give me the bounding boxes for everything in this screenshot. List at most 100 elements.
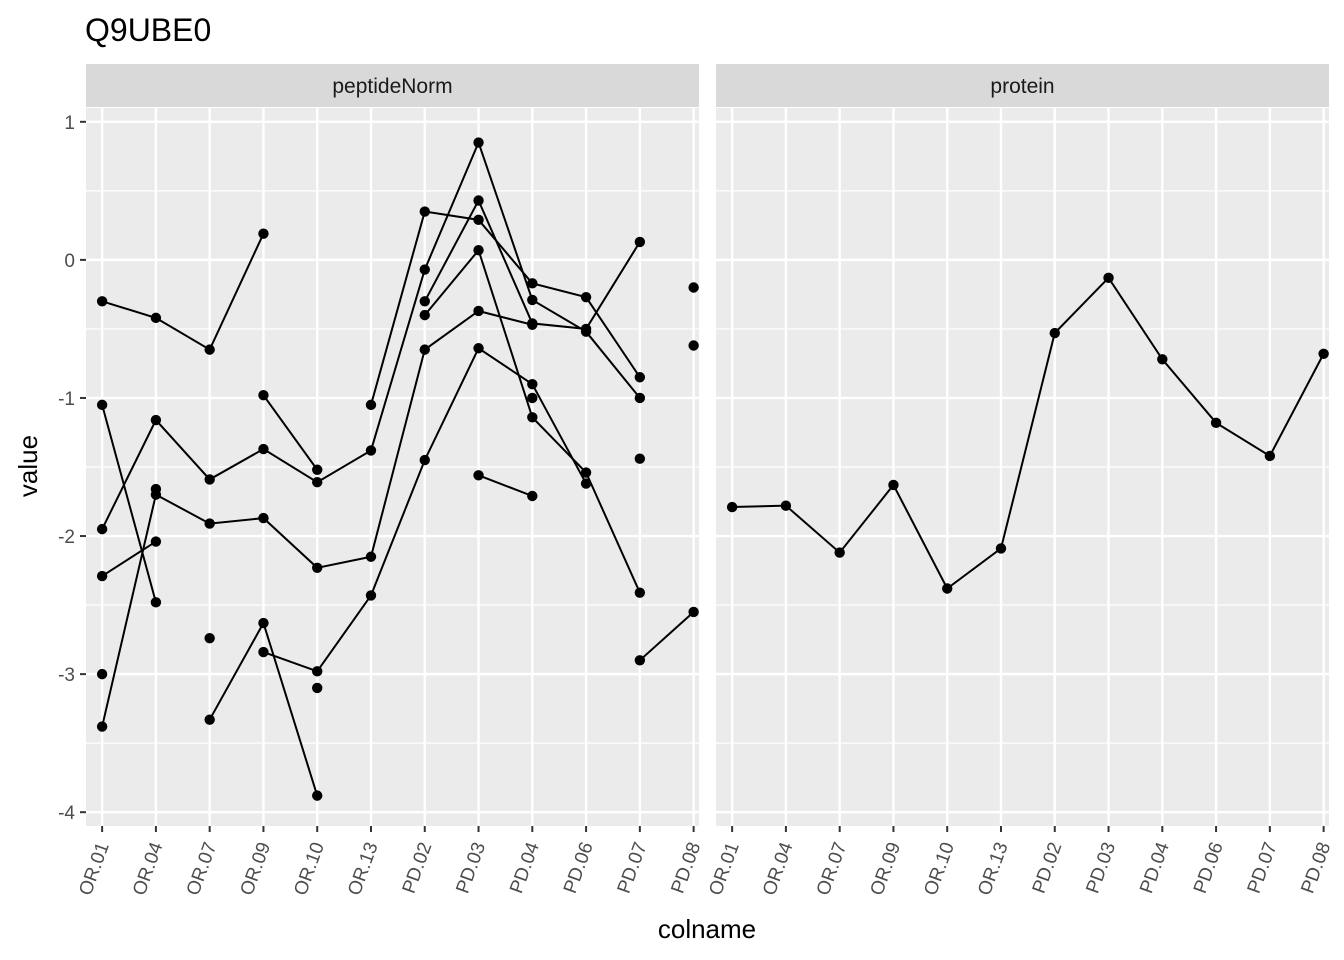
data-point bbox=[527, 412, 538, 423]
series-line bbox=[732, 276, 1325, 591]
x-tick-label: PD.06 bbox=[560, 840, 598, 897]
x-tick-label: PD.06 bbox=[1190, 840, 1228, 897]
series bbox=[527, 392, 538, 404]
data-point bbox=[527, 378, 538, 390]
data-point bbox=[580, 291, 592, 303]
facet-strip bbox=[716, 64, 1329, 107]
series-line bbox=[101, 540, 157, 577]
x-tick-label: OR.01 bbox=[705, 840, 744, 899]
series-line bbox=[101, 404, 157, 603]
data-point bbox=[580, 323, 592, 335]
data-point bbox=[312, 464, 323, 475]
data-point bbox=[473, 214, 484, 226]
x-tick-label: PD.02 bbox=[1029, 840, 1067, 897]
data-point bbox=[688, 606, 699, 618]
data-point bbox=[204, 474, 215, 485]
data-point bbox=[473, 245, 484, 256]
data-point bbox=[312, 790, 323, 801]
data-point bbox=[888, 479, 899, 491]
data-point bbox=[258, 228, 269, 239]
x-tick-label: OR.10 bbox=[290, 840, 329, 899]
x-tick-label: PD.07 bbox=[614, 840, 652, 897]
y-tick-label: 0 bbox=[64, 251, 75, 272]
series bbox=[96, 305, 538, 732]
data-point bbox=[365, 445, 377, 456]
data-point bbox=[634, 453, 646, 464]
data-point bbox=[96, 570, 108, 582]
data-point bbox=[473, 305, 484, 317]
data-point bbox=[204, 714, 215, 725]
x-tick-label: PD.03 bbox=[452, 840, 490, 897]
facet-strip-label: peptideNorm bbox=[332, 75, 452, 98]
data-point bbox=[204, 344, 215, 355]
data-point bbox=[258, 617, 269, 629]
series-line bbox=[639, 611, 695, 662]
data-point bbox=[688, 340, 699, 351]
series bbox=[204, 617, 323, 801]
data-point bbox=[634, 372, 646, 383]
data-point bbox=[580, 478, 592, 489]
data-point bbox=[96, 296, 108, 307]
x-tick-label: PD.03 bbox=[1082, 840, 1120, 897]
series bbox=[688, 340, 699, 351]
facet-strip bbox=[86, 64, 699, 107]
data-point bbox=[204, 518, 215, 529]
x-tick-label: OR.10 bbox=[920, 840, 959, 899]
data-point bbox=[419, 454, 430, 466]
series bbox=[726, 272, 1329, 594]
data-point bbox=[1318, 348, 1329, 359]
series bbox=[688, 282, 699, 293]
data-point bbox=[834, 547, 845, 558]
data-point bbox=[419, 206, 430, 217]
data-point bbox=[150, 312, 162, 324]
data-point bbox=[1049, 327, 1060, 339]
x-tick-label: PD.02 bbox=[399, 840, 437, 897]
series-line bbox=[101, 233, 265, 352]
data-point bbox=[634, 587, 646, 598]
data-point bbox=[365, 590, 377, 601]
y-tick-label: 1 bbox=[64, 113, 75, 134]
data-point bbox=[150, 597, 162, 608]
data-point bbox=[258, 390, 269, 401]
x-tick-label: PD.04 bbox=[506, 839, 544, 896]
y-axis-title: value bbox=[13, 435, 43, 497]
data-point bbox=[150, 483, 162, 495]
data-point bbox=[473, 137, 484, 148]
data-point bbox=[1103, 272, 1114, 284]
data-point bbox=[995, 543, 1007, 554]
series-line bbox=[370, 210, 641, 406]
series bbox=[312, 682, 323, 694]
data-point bbox=[1210, 417, 1222, 429]
data-point bbox=[419, 309, 430, 321]
x-tick-label: OR.04 bbox=[759, 839, 798, 898]
series bbox=[365, 206, 646, 411]
data-point bbox=[527, 392, 538, 404]
x-tick-label: OR.09 bbox=[237, 840, 276, 899]
series bbox=[204, 633, 215, 644]
data-point bbox=[473, 343, 484, 354]
y-tick-label: -4 bbox=[58, 803, 75, 824]
data-point bbox=[150, 536, 162, 547]
data-point bbox=[419, 296, 430, 307]
panel-protein: protein OR.01 OR.04 OR.07 OR.09 OR.10 OR.13 PD.… bbox=[705, 64, 1335, 898]
facet-strip-label: protein bbox=[990, 75, 1054, 98]
data-point bbox=[780, 500, 792, 511]
y-tick-label: -2 bbox=[58, 527, 75, 548]
data-point bbox=[258, 646, 269, 658]
data-point bbox=[527, 278, 538, 289]
data-point bbox=[150, 414, 162, 426]
data-point bbox=[312, 562, 323, 573]
series bbox=[96, 245, 646, 608]
data-point bbox=[312, 666, 323, 677]
data-point bbox=[204, 633, 215, 644]
data-point bbox=[419, 344, 430, 355]
x-tick-label: OR.09 bbox=[867, 840, 906, 899]
data-point bbox=[634, 655, 646, 666]
x-tick-label: PD.04 bbox=[1136, 839, 1174, 896]
data-point bbox=[634, 392, 646, 404]
data-point bbox=[365, 551, 377, 562]
y-tick-label: -1 bbox=[58, 389, 75, 410]
x-tick-label: OR.07 bbox=[813, 840, 852, 899]
data-point bbox=[580, 467, 592, 478]
